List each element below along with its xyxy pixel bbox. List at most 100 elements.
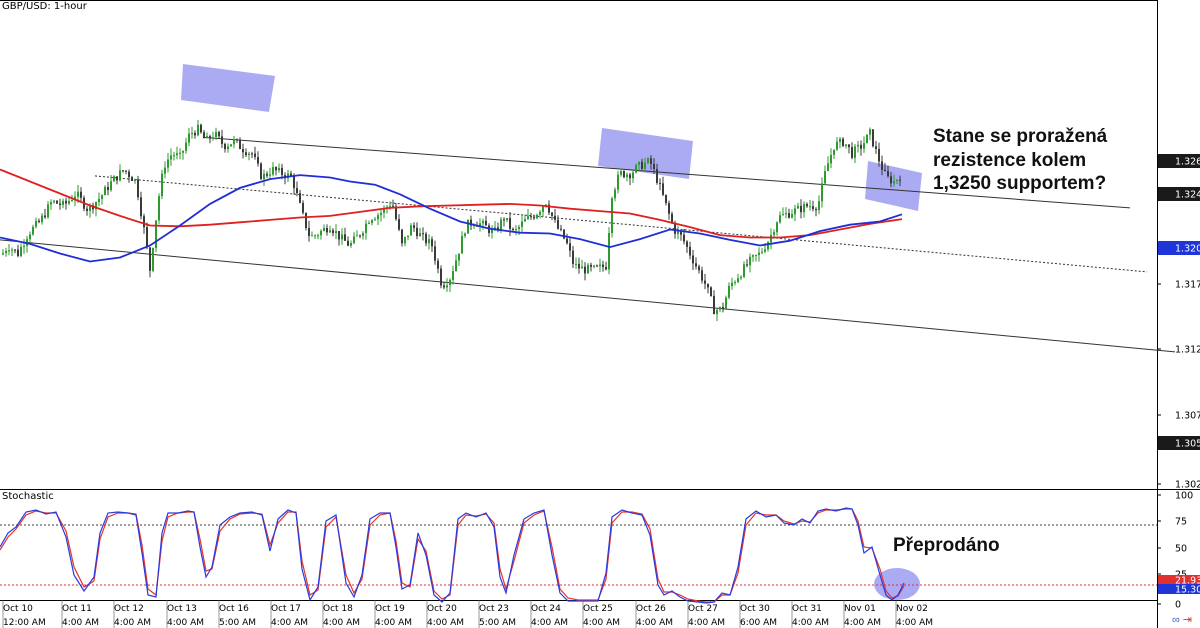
price-tick-label: 1.3177 xyxy=(1175,280,1200,291)
candle-body xyxy=(251,153,253,155)
candle-body xyxy=(275,167,277,171)
candle-body xyxy=(716,309,718,315)
candle-body xyxy=(65,200,67,204)
candle-body xyxy=(776,222,778,233)
candle xyxy=(158,193,160,225)
candle-body xyxy=(224,143,226,150)
candle xyxy=(305,212,307,231)
arrow-right-icon[interactable]: ⇥ xyxy=(1182,614,1192,626)
candle-body xyxy=(527,216,529,220)
candle xyxy=(188,127,190,147)
candle xyxy=(368,220,370,225)
candle-body xyxy=(725,297,727,309)
candle xyxy=(608,227,610,275)
price-tick-label: 1.3027 xyxy=(1175,480,1200,491)
candle-body xyxy=(818,201,820,211)
candle-body xyxy=(875,146,877,149)
indicator-label: Stochastic xyxy=(2,491,54,502)
price-tag-bg xyxy=(1158,436,1200,450)
candle xyxy=(749,253,751,273)
candle xyxy=(362,231,364,240)
candle xyxy=(422,227,424,241)
candle-body xyxy=(311,235,313,237)
candle-body xyxy=(383,207,385,213)
candle-body xyxy=(563,229,565,239)
candle-body xyxy=(860,144,862,149)
candle-body xyxy=(371,220,373,223)
candle-body xyxy=(503,219,505,221)
candle-body xyxy=(626,174,628,178)
candle xyxy=(269,167,271,181)
stochastic-k-line xyxy=(0,507,905,604)
candle xyxy=(86,205,88,216)
candle-body xyxy=(50,202,52,205)
candle-body xyxy=(401,229,403,244)
time-label: 4:00 AM xyxy=(271,618,308,628)
candle-body xyxy=(734,282,736,283)
candle xyxy=(326,224,328,236)
candle-body xyxy=(227,146,229,150)
candle xyxy=(641,158,643,170)
candle xyxy=(338,231,340,246)
candle-body xyxy=(209,136,211,139)
candle xyxy=(584,262,586,281)
candle xyxy=(617,170,619,194)
candle-body xyxy=(422,233,424,235)
stoch-tick-label: 100 xyxy=(1175,491,1193,502)
candle xyxy=(845,144,847,149)
candle xyxy=(593,264,595,269)
candle-body xyxy=(671,213,673,223)
candle-body xyxy=(554,215,556,220)
candle xyxy=(785,207,787,219)
candle xyxy=(257,151,259,167)
candle xyxy=(122,170,124,173)
link-icon[interactable]: ∞ xyxy=(1171,614,1180,626)
price-channel xyxy=(0,137,1176,353)
candlesticks xyxy=(2,120,901,321)
candle-body xyxy=(542,206,544,212)
candle-body xyxy=(809,206,811,208)
price-tag: 1.3265 xyxy=(1158,154,1200,168)
candle xyxy=(404,236,406,247)
candle-body xyxy=(896,179,898,181)
candle xyxy=(347,236,349,247)
candle-body xyxy=(842,138,844,147)
candle xyxy=(380,209,382,222)
price-tick-label: 1.3127 xyxy=(1175,345,1200,356)
candle-body xyxy=(14,249,16,251)
candle xyxy=(233,135,235,149)
candle-body xyxy=(701,270,703,281)
candle xyxy=(758,247,760,262)
candle-body xyxy=(455,260,457,271)
date-label: Oct 25 xyxy=(583,604,613,614)
candle xyxy=(464,232,466,239)
candle-body xyxy=(443,285,445,288)
candle-body xyxy=(614,189,616,199)
candle xyxy=(299,189,301,204)
candle xyxy=(137,175,139,201)
candle xyxy=(707,283,709,294)
candle-body xyxy=(185,142,187,151)
candle-body xyxy=(575,263,577,265)
candle xyxy=(95,201,97,217)
candle-body xyxy=(170,155,172,160)
candle xyxy=(485,215,487,226)
stochastic-d-line xyxy=(0,508,905,603)
candle xyxy=(371,219,373,226)
candle xyxy=(239,137,241,150)
candle-body xyxy=(326,228,328,233)
candle-body xyxy=(125,170,127,172)
candle xyxy=(560,224,562,232)
candle xyxy=(899,175,901,187)
candle xyxy=(323,224,325,232)
candle xyxy=(881,155,883,176)
candle xyxy=(440,265,442,289)
candle xyxy=(638,161,640,172)
candle xyxy=(821,177,823,208)
candle-body xyxy=(548,204,550,213)
candle xyxy=(35,217,37,229)
candle xyxy=(575,257,577,270)
candle xyxy=(119,164,121,182)
